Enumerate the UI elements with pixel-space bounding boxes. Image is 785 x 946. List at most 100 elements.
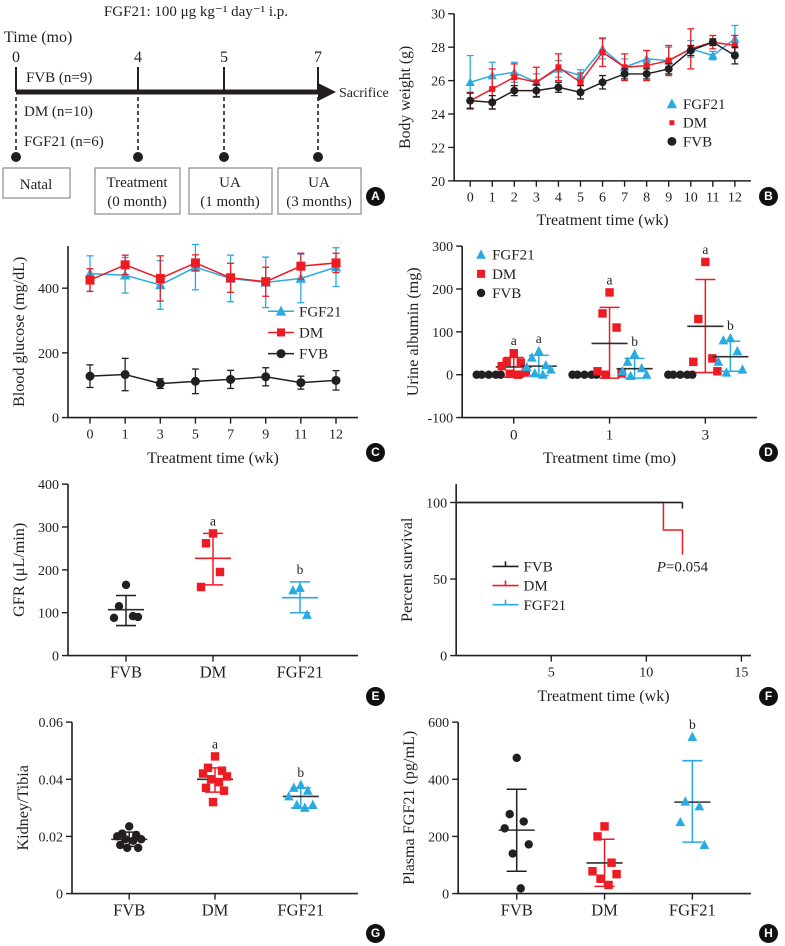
x-tick-label: 5 (192, 427, 199, 443)
data-point-circle (466, 96, 475, 105)
x-tick-label: FGF21 (277, 901, 324, 920)
panel-H-plot: 0 200 400 600 Plasma FGF21 (pg/mL) FVB DM FGF21… (401, 715, 751, 920)
data-point-triangle (295, 582, 305, 592)
data-point-circle (116, 840, 125, 850)
data-point-triangle (721, 367, 732, 377)
data-point-square (694, 314, 703, 324)
data-point-square (701, 257, 710, 267)
data-point-square (713, 367, 722, 376)
panel-D-plot: -100 0 100 200 300 Urine albumin (mg) Treatmen… (405, 239, 757, 467)
x-tick-label: 0 (510, 428, 518, 444)
panel-E-plot: 0 100 200 300 400 GFR (μL/min) FVB DM FGF21 a b (11, 477, 358, 682)
significance-letter: a (702, 242, 708, 257)
data-point-circle (476, 288, 486, 298)
y-tick-label: 0 (56, 887, 63, 903)
data-point-square (621, 64, 628, 71)
panel-b-body-weight: 20 22 24 26 28 30 Body weight (g) Treatment tim… (392, 0, 785, 232)
axes (453, 13, 751, 182)
data-point-triangle (540, 359, 551, 370)
y-tick-label: 100 (432, 325, 453, 341)
x-axis-title: Treatment time (wk) (537, 688, 669, 705)
data-point-square (217, 766, 227, 775)
x-tick-label: 10 (639, 665, 653, 681)
data-point-triangle (708, 50, 718, 60)
y-tick-label: 100 (38, 606, 59, 622)
data-point-circle (488, 98, 497, 107)
event-box-ua3-line2: (3 months) (286, 194, 351, 210)
data-point-circle (664, 64, 673, 73)
timeline-diagram: FGF21: 100 μg kg⁻¹ day⁻¹ i.p. Time (mo) … (2, 4, 389, 215)
data-point-triangle (617, 365, 628, 376)
data-point-circle (688, 370, 697, 379)
data-point-triangle (687, 731, 698, 742)
data-point-triangle (732, 345, 743, 356)
data-point-triangle (737, 364, 748, 374)
y-tick-label: 50 (433, 572, 447, 588)
data-point-square (120, 260, 130, 270)
data-point-triangle (680, 796, 691, 806)
panel-label-c: C (366, 443, 385, 462)
x-tick-label: 11 (294, 427, 307, 443)
panel-a-study-timeline: FGF21: 100 μg kg⁻¹ day⁻¹ i.p. Time (mo) … (0, 0, 392, 232)
data-point-circle (331, 375, 341, 385)
data-point-circle (129, 836, 138, 845)
data-point-circle (114, 602, 124, 611)
data-point-circle (598, 78, 607, 87)
data-point-triangle (622, 356, 633, 366)
y-axis-title: Urine albumin (mg) (405, 267, 422, 396)
data-point-circle (667, 136, 677, 146)
data-point-circle (508, 849, 517, 858)
data-point-circle (580, 370, 589, 379)
x-tick-label: FGF21 (669, 901, 716, 920)
data-point-square (219, 786, 229, 795)
data-point-square (477, 269, 486, 278)
data-point-square (277, 328, 285, 337)
event-box-ua3 (277, 167, 362, 215)
significance-letter: b (689, 717, 696, 732)
panel-label-g: G (366, 924, 385, 943)
data-point-square (331, 258, 341, 268)
data-point-square (509, 349, 518, 358)
significance-letter: b (631, 334, 638, 349)
legend-label: FGF21 (299, 304, 341, 320)
panel-label-d: D (759, 443, 778, 462)
data-point-triangle (521, 361, 532, 372)
data-point-triangle (299, 802, 310, 812)
data-point-circle (524, 840, 533, 849)
survival-chart: 0 50 100 Percent survival Treatment time (wk… (399, 484, 751, 705)
x-tick-label: DM (591, 901, 618, 920)
y-tick-label: 300 (38, 520, 59, 536)
y-axis-title: Body weight (g) (397, 46, 414, 149)
data-point-square (505, 369, 514, 379)
data-point-square (296, 261, 306, 271)
data-point-square (708, 354, 717, 363)
data-point-triangle (666, 98, 678, 109)
data-point-circle (125, 822, 134, 831)
data-point-square (155, 273, 165, 284)
significance-letter: b (297, 562, 304, 577)
data-point-triangle (533, 345, 544, 356)
panel-F-plot: 0 50 100 Percent survival Treatment time (wk… (399, 484, 751, 705)
y-tick-label: 400 (428, 772, 449, 788)
y-tick-label: 0 (440, 649, 447, 665)
data-point-circle (137, 835, 146, 844)
y-tick-label: 24 (431, 108, 445, 123)
x-tick-label: 9 (262, 427, 269, 443)
data-point-triangle (526, 352, 537, 362)
significance-letter: b (727, 318, 734, 333)
event-box-ua3-line1: UA (308, 175, 330, 191)
y-tick-label: 22 (431, 141, 445, 156)
data-point-square (206, 775, 216, 784)
data-point-square (731, 42, 738, 49)
DM-survival-curve (456, 501, 684, 555)
timeline-title: FGF21: 100 μg kg⁻¹ day⁻¹ i.p. (104, 4, 288, 20)
data-point-triangle (465, 77, 475, 87)
data-point-square (261, 277, 271, 287)
data-point-triangle (694, 801, 705, 811)
data-point-square (599, 49, 606, 56)
y-axis-title: Plasma FGF21 (pg/mL) (401, 731, 418, 885)
panel-label-e: E (366, 687, 385, 706)
panel-label-b: B (759, 187, 778, 206)
y-tick-label: 200 (38, 346, 59, 362)
